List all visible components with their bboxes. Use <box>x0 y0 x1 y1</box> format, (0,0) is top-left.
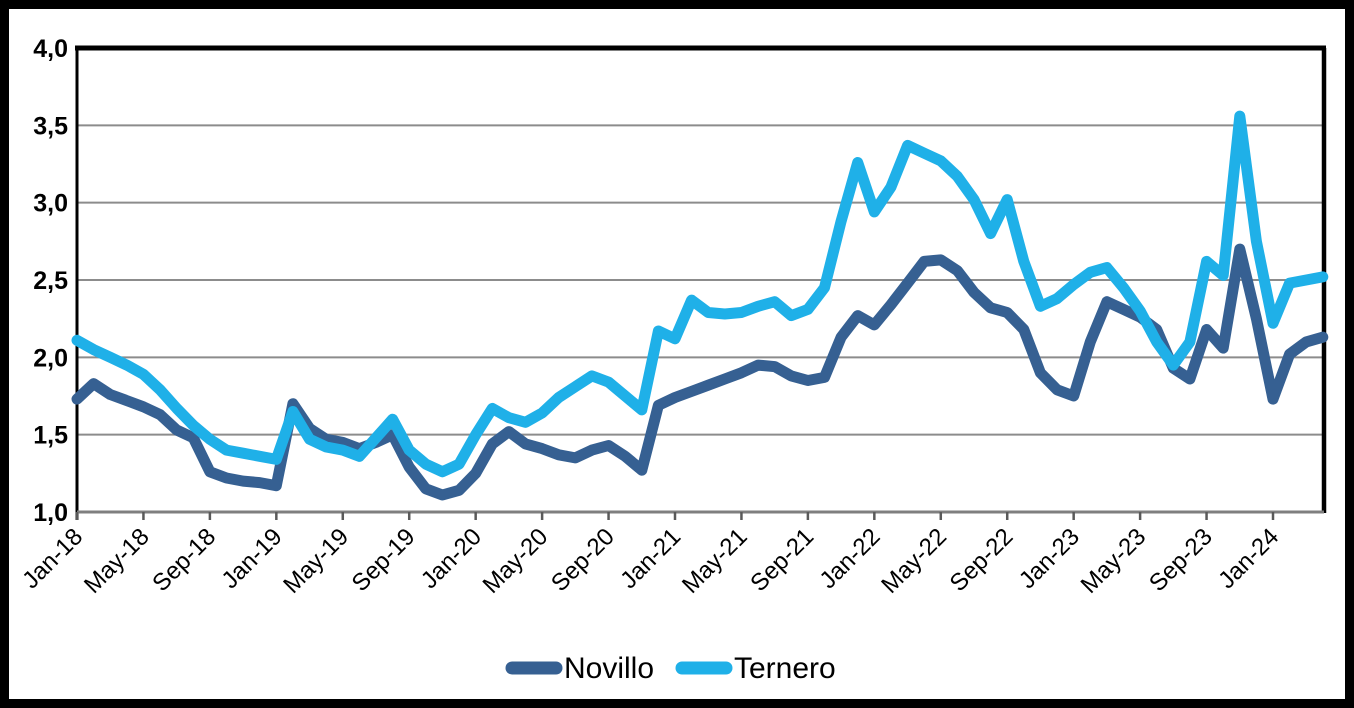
y-axis-label-1,0: 1,0 <box>33 499 68 527</box>
y-axis-label-4,0: 4,0 <box>33 35 68 63</box>
y-axis-label-2,5: 2,5 <box>33 267 68 295</box>
plot-background <box>9 9 1345 699</box>
y-axis-label-2,0: 2,0 <box>33 344 68 372</box>
ternero-line <box>71 110 1329 478</box>
y-axis-label-1,5: 1,5 <box>33 422 68 450</box>
line-chart: 1,01,52,02,53,03,54,0Jan-18May-18Sep-18J… <box>9 9 1345 699</box>
legend-label-novillo: Novillo <box>564 652 654 685</box>
y-axis-label-3,0: 3,0 <box>33 190 68 218</box>
legend-label-ternero: Ternero <box>734 652 836 685</box>
y-axis-label-3,5: 3,5 <box>33 112 68 140</box>
